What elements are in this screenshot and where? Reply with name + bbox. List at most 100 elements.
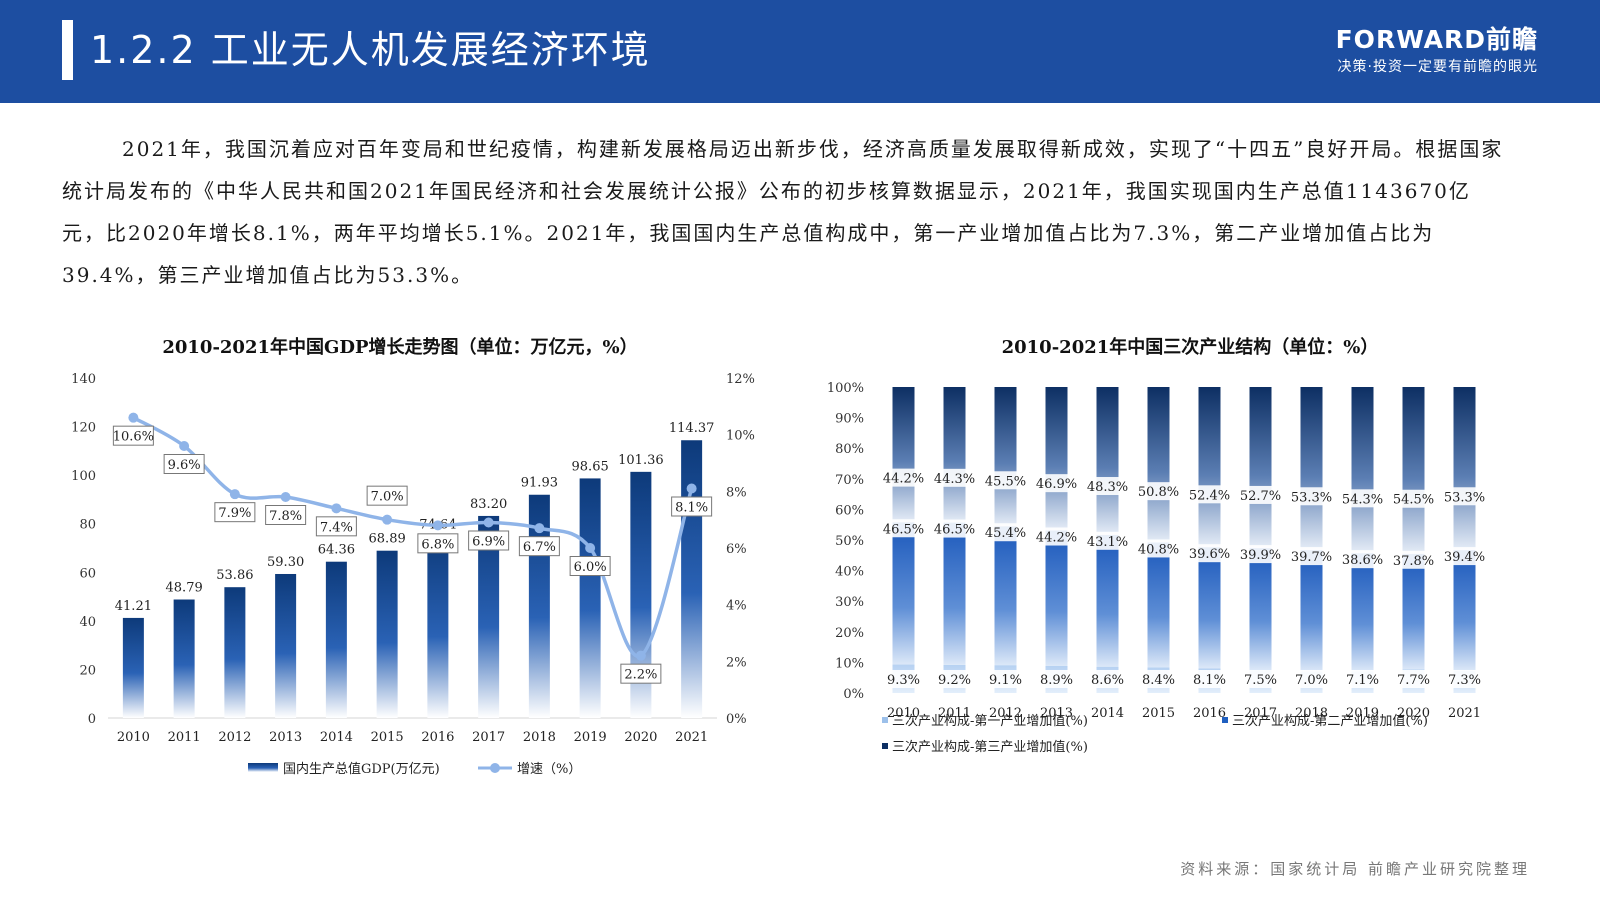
segment-label: 8.6% — [1091, 673, 1124, 688]
segment-label-bg — [1389, 489, 1438, 508]
segment-label-bg — [1083, 670, 1132, 688]
stack-segment-3 — [1453, 387, 1476, 551]
y-tick-label: 60% — [835, 503, 864, 518]
growth-label: 9.6% — [168, 458, 201, 473]
segment-label: 39.9% — [1240, 548, 1281, 563]
segment-label-bg — [1083, 531, 1132, 550]
y-tick-label: 90% — [835, 412, 864, 427]
segment-label-bg — [1338, 550, 1387, 569]
segment-label: 40.8% — [1138, 542, 1179, 557]
segment-label-bg — [1389, 670, 1438, 688]
segment-label: 44.3% — [934, 472, 975, 487]
stack-segment-2 — [1096, 534, 1119, 667]
stack-segment-2 — [1351, 553, 1374, 672]
segment-label-bg — [1287, 670, 1336, 688]
y-left-tick-label: 20 — [79, 663, 96, 678]
segment-label-bg — [930, 519, 979, 538]
segment-label: 39.4% — [1444, 550, 1485, 565]
y-left-tick-label: 0 — [88, 712, 96, 727]
stack-segment-3 — [1045, 387, 1068, 531]
legend-swatch — [882, 717, 888, 723]
industry-structure-chart: 0% 10% 20% 30% 40% 50% 60% 70% 80% 90% 100% 9.3% 46.… — [827, 381, 1489, 755]
brand-name: FORWARD前瞻 — [1335, 25, 1538, 54]
segment-label: 52.4% — [1189, 488, 1230, 503]
stack-segment-3 — [1402, 387, 1425, 554]
gdp-bar — [579, 478, 601, 718]
segment-label: 7.3% — [1448, 673, 1481, 688]
segment-label-bg — [1338, 489, 1387, 508]
legend-label: 三次产业构成-第一产业增加值(%) — [892, 713, 1088, 729]
segment-label-bg — [1185, 544, 1234, 563]
growth-label: 7.8% — [269, 509, 302, 524]
y-left-tick-label: 80 — [79, 518, 96, 533]
growth-point — [686, 483, 697, 494]
x-tick-label: 2018 — [1295, 706, 1328, 721]
y-tick-label: 10% — [835, 656, 864, 671]
segment-label-bg — [1236, 545, 1285, 564]
y-tick-label: 70% — [835, 473, 864, 488]
gdp-bar-label: 101.36 — [618, 453, 664, 468]
growth-label-box — [315, 516, 357, 537]
segment-label-bg — [1032, 474, 1081, 493]
growth-label: 7.0% — [371, 490, 404, 505]
growth-label-box — [112, 425, 154, 446]
stack-segment-2 — [1045, 530, 1068, 666]
growth-line — [132, 416, 694, 658]
industry-chart-title: 2010-2021年中国三次产业结构（单位：%） — [1001, 337, 1379, 358]
x-tick-label: 2013 — [1040, 706, 1073, 721]
x-tick-label: 2015 — [371, 730, 404, 745]
growth-label-box — [163, 454, 205, 474]
gdp-bar-label: 53.86 — [216, 568, 253, 583]
stack-segment-2 — [1147, 542, 1170, 668]
segment-label-bg — [1134, 539, 1183, 558]
x-tick-label: 2019 — [574, 730, 607, 745]
gdp-bar — [122, 617, 144, 718]
x-tick-label: 2021 — [675, 730, 708, 745]
growth-point — [331, 503, 342, 514]
segment-label: 45.5% — [985, 474, 1026, 489]
brand-logo: FORWARD前瞻 决策·投资一定要有前瞻的眼光 — [1336, 26, 1538, 76]
x-tick-label: 2010 — [117, 730, 150, 745]
growth-point — [635, 650, 646, 661]
segment-label-bg — [1389, 550, 1438, 569]
growth-label: 7.9% — [218, 506, 251, 521]
y-right-tick-label: 8% — [726, 485, 747, 500]
growth-point — [432, 520, 443, 531]
growth-point — [128, 412, 139, 423]
growth-point — [585, 543, 596, 553]
segment-label: 7.5% — [1244, 673, 1277, 688]
stack-segment-3 — [1198, 387, 1221, 548]
growth-point — [382, 514, 393, 525]
gdp-bar — [478, 515, 500, 718]
y-tick-label: 100% — [827, 381, 864, 396]
y-tick-label: 40% — [835, 565, 864, 580]
gdp-bar — [173, 599, 195, 718]
y-left-tick-label: 60 — [79, 566, 96, 581]
gdp-chart: 0 20 40 60 80 100 120 140 0% 2% 4% 6% 8% 10% 12% 41.21 2… — [71, 372, 755, 777]
segment-label: 9.1% — [989, 673, 1022, 688]
stack-segment-3 — [1300, 387, 1323, 551]
y-right-tick-label: 12% — [726, 372, 755, 387]
gdp-bar-label: 64.36 — [318, 543, 355, 558]
growth-label-box — [468, 530, 510, 551]
x-tick-label: 2020 — [624, 730, 657, 745]
segment-label-bg — [1032, 670, 1081, 688]
segment-label: 39.6% — [1189, 547, 1230, 562]
y-left-tick-label: 100 — [71, 469, 96, 484]
gdp-bar-label: 68.89 — [369, 532, 406, 547]
x-tick-label: 2020 — [1397, 706, 1430, 721]
growth-label-box — [569, 556, 611, 576]
segment-label-bg — [1440, 670, 1489, 688]
segment-label-bg — [1185, 670, 1234, 688]
x-tick-label: 2012 — [989, 706, 1022, 721]
gdp-bar — [275, 573, 297, 718]
page-title: 1.2.2 工业无人机发展经济环境 — [90, 28, 651, 72]
segment-label: 43.1% — [1087, 535, 1128, 550]
x-tick-label: 2017 — [1244, 706, 1277, 721]
segment-label: 37.8% — [1393, 554, 1434, 569]
gdp-bar — [376, 550, 398, 718]
segment-label-bg — [1236, 670, 1285, 688]
y-right-tick-label: 4% — [726, 599, 747, 614]
legend-swatch — [1222, 717, 1228, 723]
stack-segment-3 — [1249, 387, 1272, 549]
